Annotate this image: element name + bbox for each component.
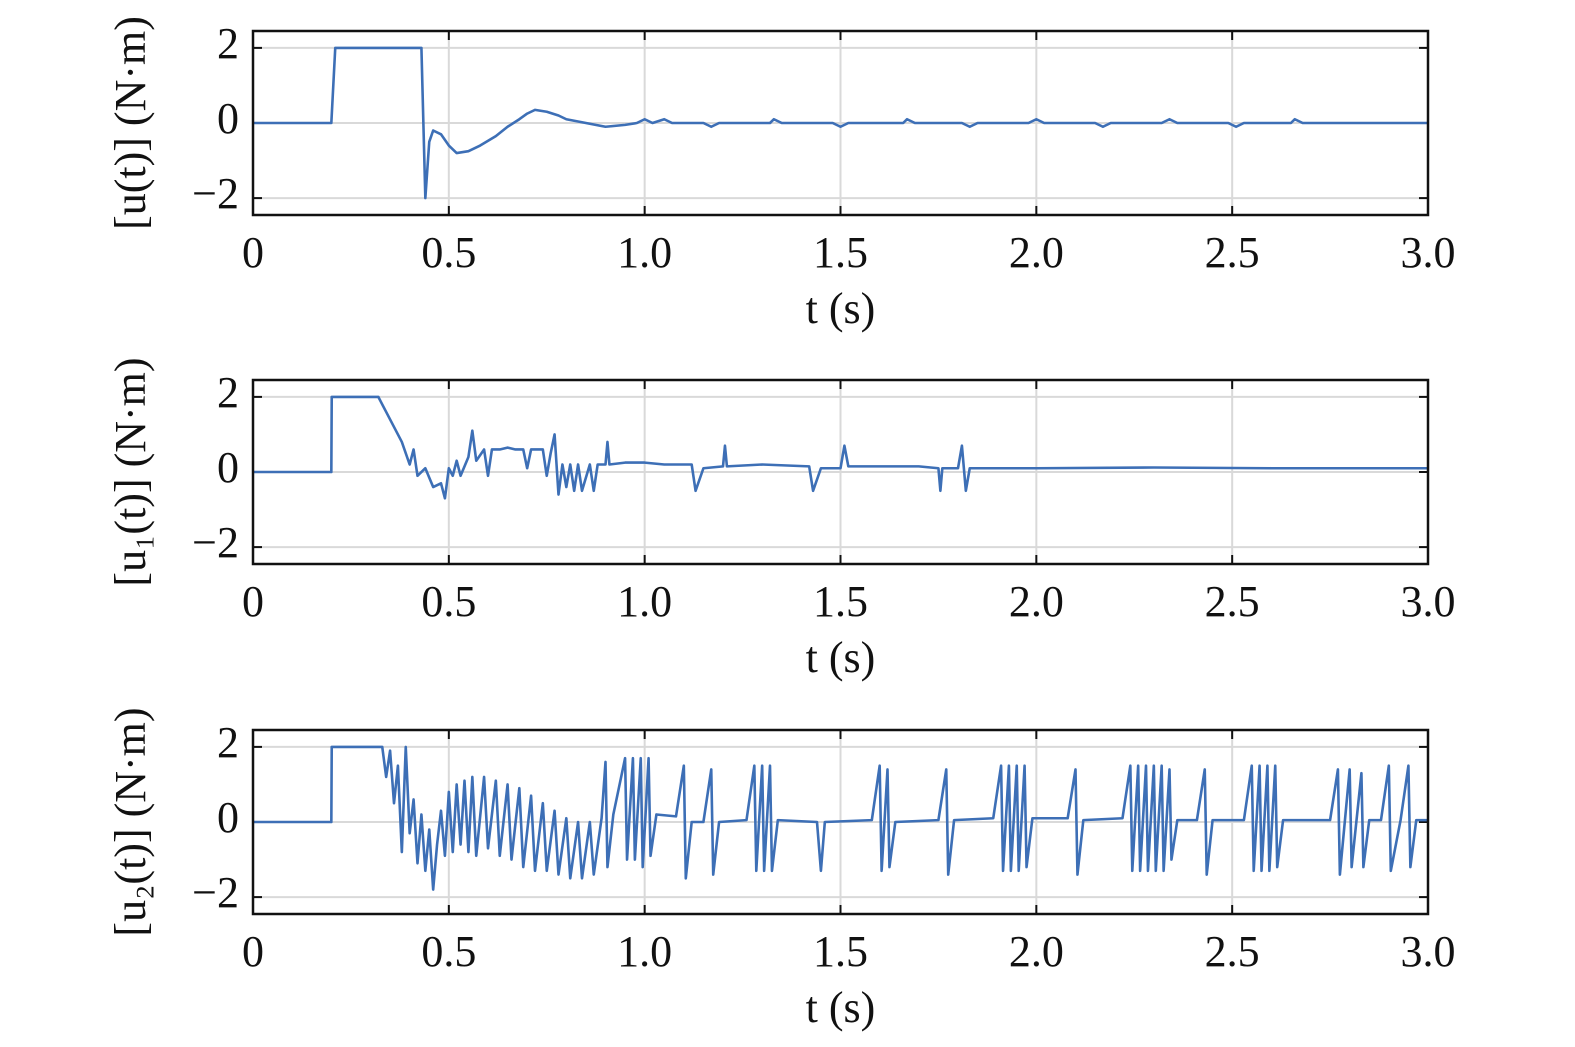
x-tick-label: 1.5 <box>813 228 868 277</box>
x-tick-label: 0 <box>242 228 264 277</box>
y-tick-label: 2 <box>217 19 239 68</box>
x-tick-label: 1.0 <box>617 577 672 626</box>
x-tick-label: 1.5 <box>813 577 868 626</box>
x-tick-label: 2.5 <box>1205 577 1260 626</box>
x-tick-label: 1.0 <box>617 927 672 976</box>
y-tick-label: −2 <box>192 169 239 218</box>
x-tick-label: 1.5 <box>813 927 868 976</box>
y-tick-label: 2 <box>217 368 239 417</box>
y-tick-label: −2 <box>192 868 239 917</box>
y-axis-label: [u₁(t)] (N·m) <box>106 357 155 586</box>
x-tick-label: 2.5 <box>1205 228 1260 277</box>
y-tick-label: 0 <box>217 443 239 492</box>
x-tick-label: 2.0 <box>1009 228 1064 277</box>
x-tick-label: 0.5 <box>421 228 476 277</box>
x-tick-label: 3.0 <box>1401 577 1456 626</box>
x-tick-label: 2.5 <box>1205 927 1260 976</box>
x-tick-label: 1.0 <box>617 228 672 277</box>
x-axis-label: t (s) <box>806 983 876 1032</box>
x-tick-label: 2.0 <box>1009 577 1064 626</box>
x-tick-label: 0 <box>242 927 264 976</box>
plot-frame <box>251 29 1430 217</box>
x-tick-label: 0.5 <box>421 577 476 626</box>
y-axis-label: [u₂(t)] (N·m) <box>106 707 155 936</box>
plot-frame <box>251 728 1430 916</box>
y-axis-label: [u(t)] (N·m) <box>106 16 155 230</box>
y-tick-label: 2 <box>217 718 239 767</box>
y-tick-label: −2 <box>192 518 239 567</box>
y-tick-label: 0 <box>217 94 239 143</box>
x-tick-label: 0.5 <box>421 927 476 976</box>
x-tick-label: 3.0 <box>1401 228 1456 277</box>
x-axis-label: t (s) <box>806 284 876 333</box>
x-tick-label: 0 <box>242 577 264 626</box>
signal-line <box>253 745 1428 891</box>
signal-line <box>253 395 1428 500</box>
y-tick-label: 0 <box>217 793 239 842</box>
signal-line <box>253 46 1428 200</box>
x-tick-label: 2.0 <box>1009 927 1064 976</box>
x-axis-label: t (s) <box>806 633 876 682</box>
plot-frame <box>251 378 1430 566</box>
x-tick-label: 3.0 <box>1401 927 1456 976</box>
